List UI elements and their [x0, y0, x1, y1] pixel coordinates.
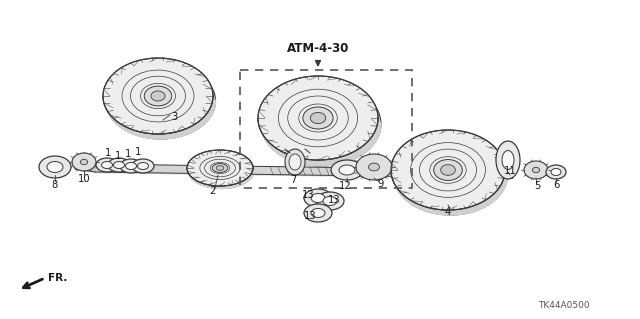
Ellipse shape	[331, 160, 363, 180]
Ellipse shape	[39, 156, 71, 178]
Text: 12: 12	[339, 181, 351, 191]
Ellipse shape	[212, 164, 228, 172]
Text: 10: 10	[77, 174, 90, 184]
Text: 13: 13	[301, 190, 314, 200]
Ellipse shape	[391, 130, 505, 210]
Ellipse shape	[434, 160, 462, 181]
Text: 9: 9	[378, 179, 384, 189]
Polygon shape	[103, 96, 216, 139]
Ellipse shape	[120, 159, 142, 173]
Ellipse shape	[47, 161, 63, 173]
Ellipse shape	[310, 112, 326, 123]
Text: 1: 1	[105, 148, 111, 158]
Ellipse shape	[532, 167, 540, 173]
Ellipse shape	[551, 168, 561, 175]
Text: FR.: FR.	[48, 273, 67, 283]
Text: 7: 7	[290, 175, 296, 185]
Ellipse shape	[151, 91, 165, 101]
Ellipse shape	[125, 162, 136, 169]
Text: 1: 1	[115, 151, 121, 161]
Text: 11: 11	[504, 166, 516, 176]
Ellipse shape	[356, 154, 392, 180]
Ellipse shape	[113, 161, 125, 168]
Text: ATM-4-30: ATM-4-30	[287, 42, 349, 55]
Ellipse shape	[261, 82, 381, 166]
Ellipse shape	[72, 153, 96, 171]
Text: 1: 1	[125, 149, 131, 159]
Ellipse shape	[369, 163, 380, 171]
Ellipse shape	[102, 161, 113, 168]
Text: 5: 5	[534, 181, 540, 191]
Ellipse shape	[285, 149, 305, 175]
Text: 13: 13	[328, 195, 340, 205]
Ellipse shape	[394, 135, 508, 215]
Text: 6: 6	[553, 180, 559, 190]
Ellipse shape	[304, 189, 332, 207]
Ellipse shape	[323, 197, 337, 205]
Ellipse shape	[144, 86, 172, 106]
Polygon shape	[75, 164, 95, 172]
Ellipse shape	[108, 158, 130, 172]
Text: 3: 3	[171, 112, 177, 122]
Text: 2: 2	[209, 186, 215, 196]
Ellipse shape	[546, 165, 566, 179]
Ellipse shape	[132, 159, 154, 173]
Ellipse shape	[303, 107, 333, 129]
Polygon shape	[391, 170, 508, 215]
Ellipse shape	[216, 166, 224, 170]
Ellipse shape	[103, 58, 213, 134]
Ellipse shape	[96, 158, 118, 172]
Text: 1: 1	[135, 147, 141, 157]
Ellipse shape	[188, 152, 254, 189]
Ellipse shape	[258, 76, 378, 160]
Text: TK44A0500: TK44A0500	[538, 300, 590, 309]
Polygon shape	[258, 118, 381, 166]
Ellipse shape	[524, 161, 548, 179]
Ellipse shape	[441, 165, 455, 175]
Ellipse shape	[289, 154, 301, 170]
Ellipse shape	[106, 63, 216, 139]
Text: 13: 13	[304, 211, 316, 221]
Ellipse shape	[502, 151, 514, 169]
Text: 4: 4	[445, 207, 451, 217]
Ellipse shape	[316, 192, 344, 210]
Ellipse shape	[304, 204, 332, 222]
Ellipse shape	[81, 159, 88, 165]
Text: 8: 8	[52, 180, 58, 190]
Bar	[240, 70, 412, 188]
Ellipse shape	[187, 150, 253, 186]
Ellipse shape	[311, 194, 325, 203]
Ellipse shape	[496, 141, 520, 179]
Polygon shape	[187, 168, 254, 189]
Ellipse shape	[311, 209, 325, 218]
Ellipse shape	[339, 165, 355, 175]
Ellipse shape	[138, 162, 148, 169]
